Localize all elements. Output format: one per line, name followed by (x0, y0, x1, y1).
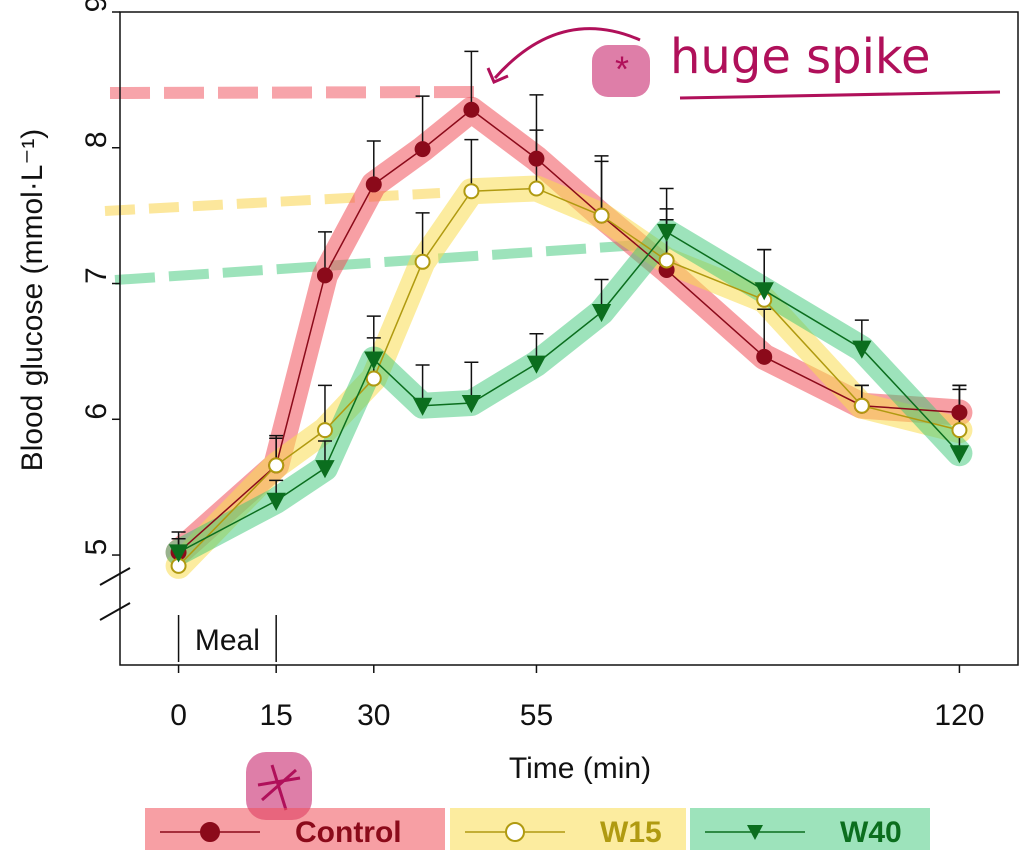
legend-marker (200, 822, 220, 842)
annotation-highlight (592, 45, 650, 97)
series-line (178, 108, 960, 553)
legend-marker (747, 825, 763, 840)
highlight-dash (114, 240, 641, 285)
error-bar (464, 50, 479, 110)
point (756, 348, 773, 365)
point (316, 267, 333, 284)
y-tick-label: 6 (80, 403, 113, 420)
annotation-text: huge spike (670, 29, 931, 85)
annotation-arrow-head (486, 67, 509, 84)
point (364, 351, 384, 370)
highlight-dash (104, 188, 441, 216)
legend-highlight (145, 808, 445, 850)
point (754, 282, 774, 301)
point (656, 223, 677, 243)
point (949, 445, 970, 464)
point (853, 397, 870, 414)
point (463, 183, 480, 200)
point (316, 422, 333, 439)
point (526, 355, 547, 374)
point (528, 180, 545, 197)
y-tick-label: 8 (80, 131, 113, 148)
annotation-star (257, 764, 301, 811)
error-bar (594, 155, 609, 216)
x-tick-label: 0 (170, 699, 187, 732)
axis-break (99, 567, 131, 586)
highlight-dash (109, 86, 486, 99)
error-bar (464, 138, 479, 192)
point (365, 176, 382, 193)
legend-highlight (690, 808, 930, 850)
error-bar (415, 212, 430, 262)
point (658, 252, 675, 269)
legend-item: Control (145, 808, 445, 850)
meal-label: Meal (195, 624, 260, 657)
point (951, 404, 968, 421)
point (266, 492, 286, 511)
x-axis-label: Time (min) (509, 752, 651, 785)
point (461, 394, 482, 414)
annotation-star: * (615, 49, 629, 90)
point (593, 207, 610, 224)
series-line (178, 187, 960, 567)
x-tick-label: 15 (259, 699, 292, 732)
point (463, 101, 480, 118)
legend-label: Control (295, 816, 402, 849)
series-line (178, 230, 960, 553)
point (414, 253, 431, 270)
plot-frame (119, 11, 1019, 666)
legend-label: W15 (600, 816, 662, 849)
point (951, 422, 968, 439)
y-tick-label: 5 (80, 539, 113, 556)
annotation-underline (679, 90, 1001, 100)
point (365, 370, 382, 387)
point (168, 544, 189, 563)
point (852, 340, 872, 359)
legend-highlight (450, 808, 686, 850)
point (414, 141, 431, 158)
legend-item: W15 (450, 808, 686, 850)
x-tick-label: 120 (934, 699, 984, 732)
legend-marker (505, 822, 525, 842)
y-axis-label: Blood glucose (mmol·L⁻¹) (16, 129, 49, 472)
axis-break (99, 602, 131, 621)
annotation-arrow (493, 27, 641, 79)
x-tick-label: 55 (520, 699, 553, 732)
legend-label: W40 (840, 816, 902, 849)
point (528, 150, 545, 167)
y-tick-label: 9 (80, 0, 113, 12)
point (315, 460, 335, 479)
x-tick-label: 30 (357, 699, 390, 732)
point (591, 304, 612, 323)
error-bar (415, 95, 430, 150)
point (268, 457, 285, 474)
legend-item: W40 (690, 808, 930, 850)
point (412, 397, 433, 416)
y-tick-label: 7 (80, 267, 113, 284)
